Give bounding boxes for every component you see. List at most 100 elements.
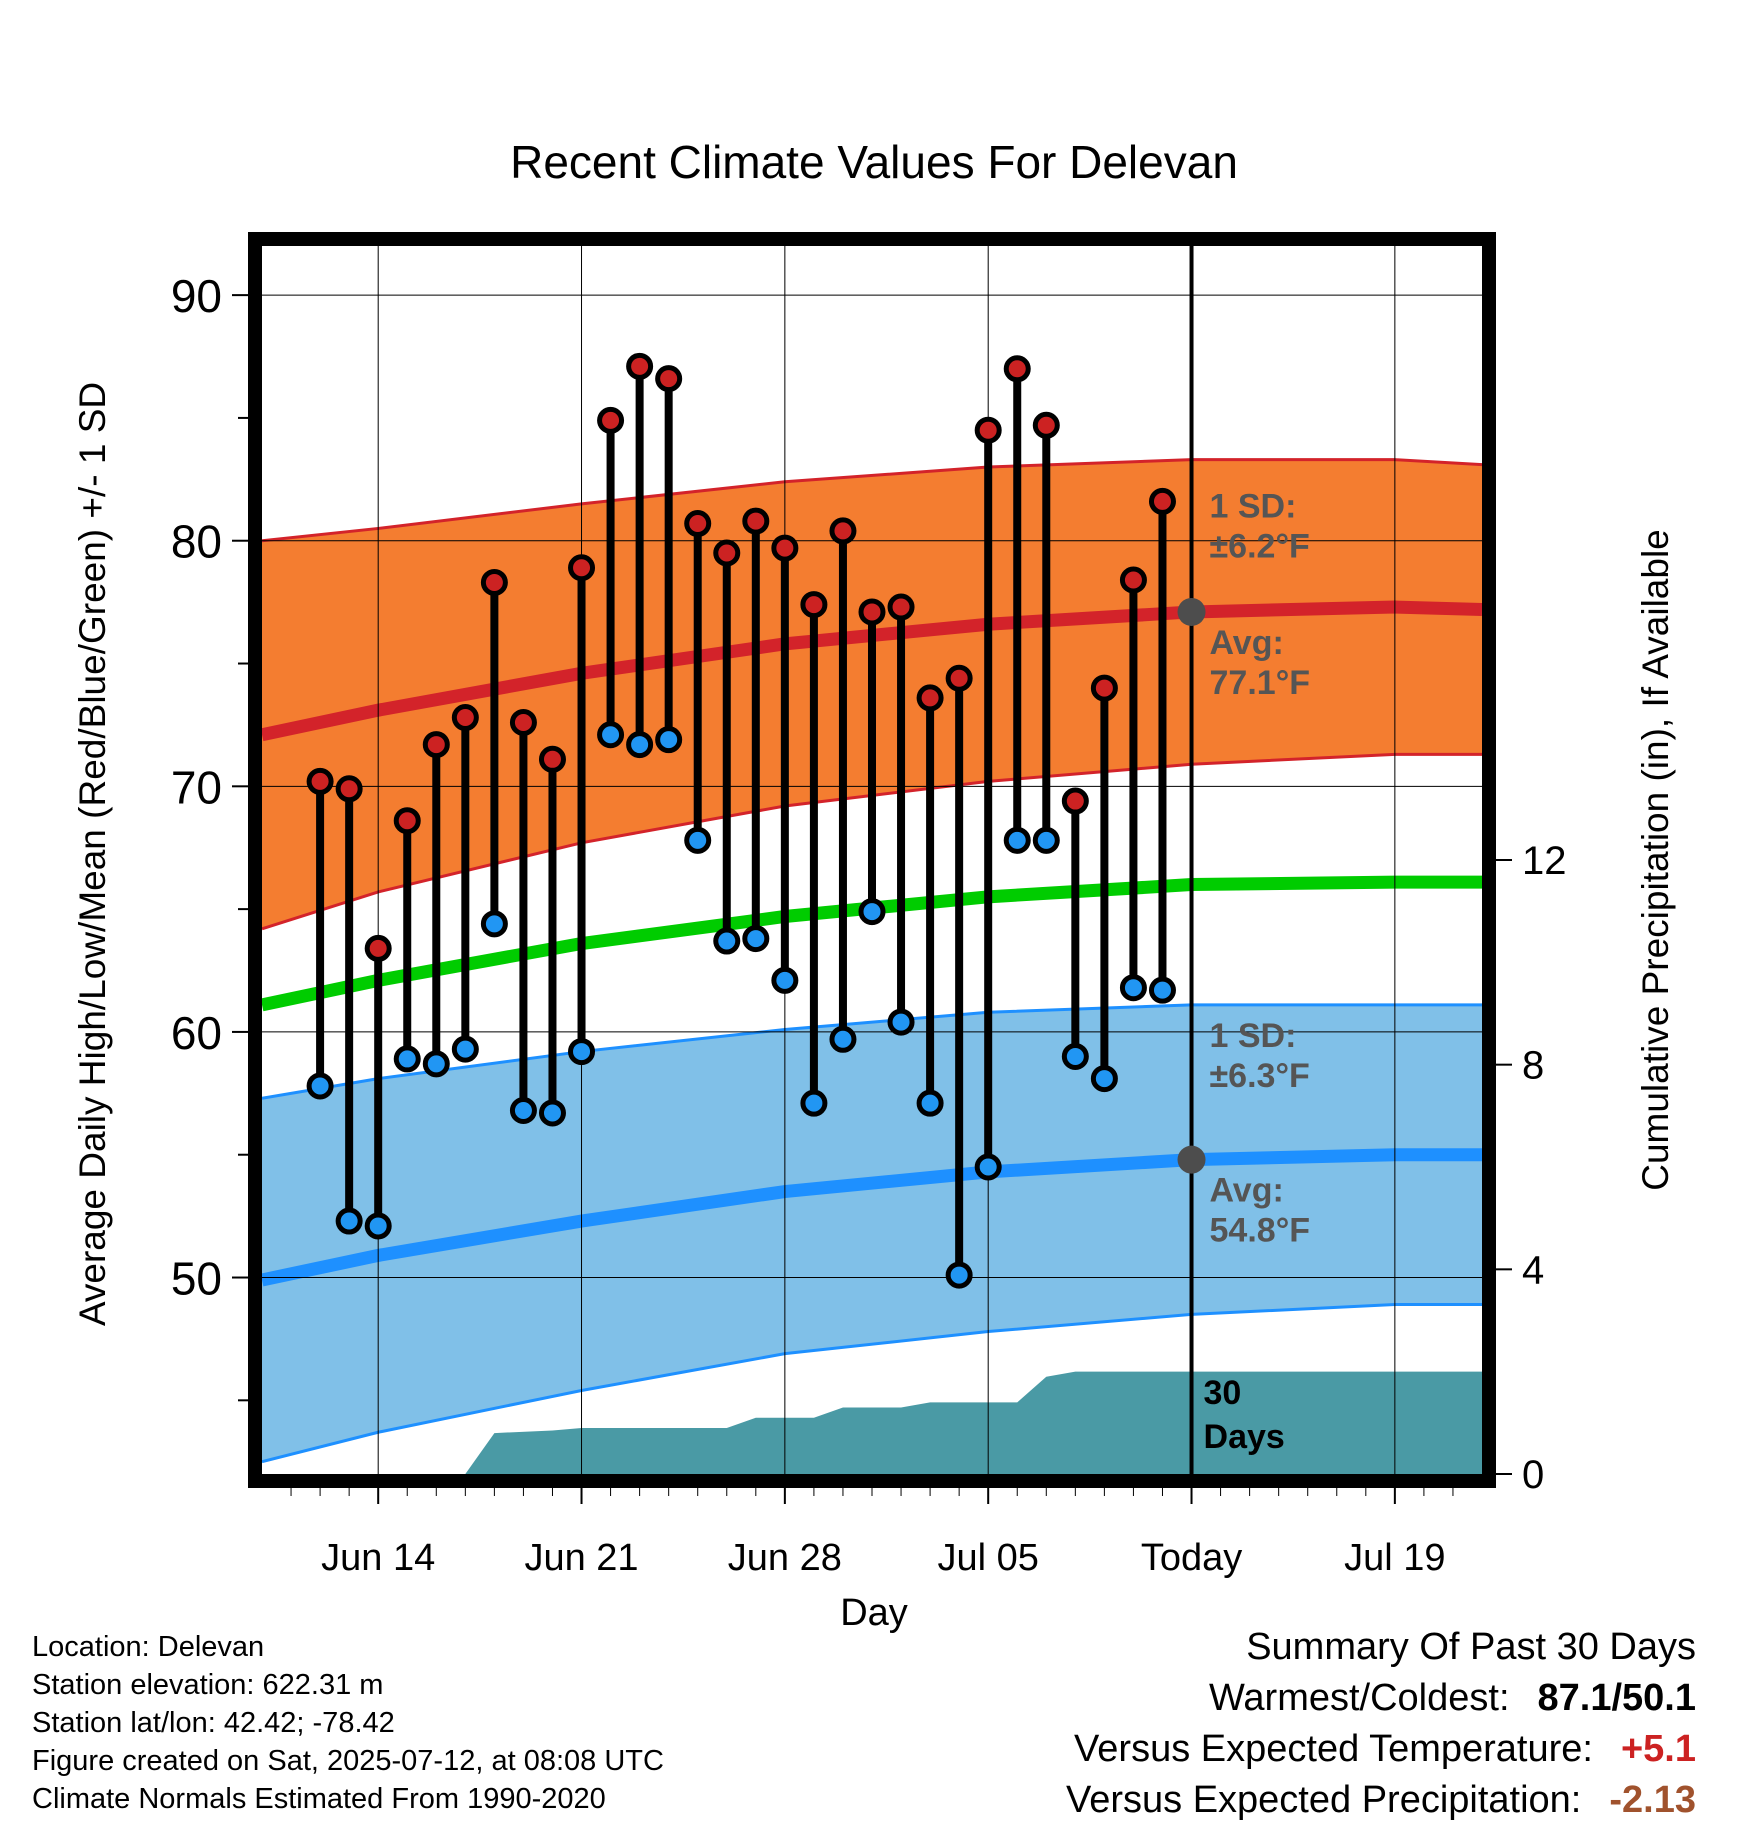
precip-area [349,1371,1482,1474]
daily-low-point-25 [1032,826,1060,854]
daily-high-point-9 [568,554,596,582]
summary-title: Summary Of Past 30 Days [1246,1626,1696,1668]
daily-high-point-5 [451,704,479,732]
daily-high-point-19 [858,598,886,626]
normal-high-line [262,600,1482,742]
daily-high-point-3 [393,807,421,835]
daily-low-point-6 [480,910,508,938]
y-tick-label-50: 50 [171,1253,222,1305]
low-sd-value: ±6.3°F [1210,1057,1310,1095]
high-sd-lower-line [262,752,1482,931]
plot-frame [248,232,1496,1488]
daily-low-point-8 [538,1099,566,1127]
daily-low-point-1 [335,1207,363,1235]
daily-low-point-22 [945,1261,973,1289]
low-sd-upper-line [262,1003,1482,1100]
daily-low-point-5 [451,1035,479,1063]
daily-high-point-15 [742,507,770,535]
daily-high-point-25 [1032,411,1060,439]
low-sd-label: 1 SD: [1210,1017,1297,1055]
chart-title: Recent Climate Values For Delevan [510,136,1238,188]
summary-panel: Summary Of Past 30 Days Warmest/Coldest:… [1066,1622,1696,1826]
today-normal-low-marker [1177,1145,1206,1174]
daily-low-point-4 [422,1050,450,1078]
latlon-text: Station lat/lon: 42.42; -78.42 [32,1707,395,1739]
daily-high-point-18 [829,517,857,545]
plot-area [262,246,1482,1474]
daily-high-point-22 [945,664,973,692]
daily-low-point-24 [1003,826,1031,854]
daily-low-point-28 [1119,974,1147,1002]
created-text: Figure created on Sat, 2025-07-12, at 08… [32,1745,664,1777]
elevation-text: Station elevation: 622.31 m [32,1669,384,1701]
daily-low-point-14 [713,927,741,955]
daily-low-point-11 [626,731,654,759]
station-info: Location: Delevan Station elevation: 622… [32,1628,664,1818]
daily-high-point-16 [771,534,799,562]
daily-low-point-12 [655,726,683,754]
x-tick-label-4: Today [1141,1537,1242,1579]
daily-low-point-3 [393,1045,421,1073]
x-tick-label-1: Jun 21 [524,1537,638,1579]
daily-high-point-28 [1119,566,1147,594]
daily-low-point-16 [771,966,799,994]
daily-high-point-13 [684,510,712,538]
daily-low-point-27 [1090,1065,1118,1093]
daily-low-point-7 [509,1097,537,1125]
daily-high-point-14 [713,539,741,567]
y-tick-label-70: 70 [171,761,222,813]
daily-high-point-11 [626,352,654,380]
y-axis-label: Average Daily High/Low/Mean (Red/Blue/Gr… [72,382,113,1326]
precip-departure-label: Versus Expected Precipitation: [1065,1779,1582,1821]
daily-low-point-9 [568,1038,596,1066]
y2-tick-label-8: 8 [1522,1044,1544,1088]
temp-departure-label: Versus Expected Temperature: [1074,1728,1593,1770]
low-sd-band [262,1004,1482,1462]
daily-low-point-13 [684,826,712,854]
y-tick-label-90: 90 [171,270,222,322]
daily-low-point-21 [916,1089,944,1117]
warmest-coldest-value: 87.1/50.1 [1537,1677,1696,1719]
daily-low-point-2 [364,1212,392,1240]
precip-days-label-2: Days [1204,1418,1285,1456]
high-sd-label: 1 SD: [1210,488,1297,526]
daily-low-point-15 [742,925,770,953]
normal-mean-line [262,875,1482,1012]
low-avg-label: Avg: [1210,1172,1284,1210]
precip-days-label: 30 [1204,1374,1242,1412]
normals-text: Climate Normals Estimated From 1990-2020 [32,1783,606,1815]
x-axis-label: Day [840,1592,908,1634]
daily-low-point-17 [800,1089,828,1117]
warmest-coldest-row: Warmest/Coldest: 87.1/50.1 [1066,1673,1696,1724]
x-tick-label-0: Jun 14 [321,1537,435,1579]
daily-high-point-23 [974,416,1002,444]
daily-high-point-27 [1090,674,1118,702]
daily-high-point-12 [655,365,683,393]
x-tick-label-5: Jul 19 [1344,1537,1445,1579]
daily-high-point-7 [509,708,537,736]
daily-low-point-0 [306,1072,334,1100]
daily-high-point-17 [800,591,828,619]
daily-high-point-6 [480,568,508,596]
y2-tick-label-4: 4 [1522,1248,1544,1292]
daily-high-point-26 [1061,787,1089,815]
location-text: Location: Delevan [32,1631,265,1663]
daily-high-point-8 [538,745,566,773]
high-sd-value: ±6.2°F [1210,528,1310,566]
precip-departure-value: -2.13 [1609,1779,1696,1821]
daily-high-point-4 [422,731,450,759]
daily-low-point-19 [858,898,886,926]
daily-low-point-23 [974,1153,1002,1181]
daily-high-point-1 [335,775,363,803]
daily-low-point-20 [887,1008,915,1036]
temp-departure-value: +5.1 [1620,1728,1696,1770]
daily-high-point-21 [916,684,944,712]
x-tick-label-3: Jul 05 [937,1537,1038,1579]
y2-axis-label: Cumulative Precipitation (in), If Availa… [1635,529,1676,1191]
daily-low-point-26 [1061,1042,1089,1070]
today-normal-high-marker [1177,597,1206,626]
y-tick-label-80: 80 [171,516,222,568]
daily-low-point-10 [597,721,625,749]
high-avg-value: 77.1°F [1210,664,1311,702]
